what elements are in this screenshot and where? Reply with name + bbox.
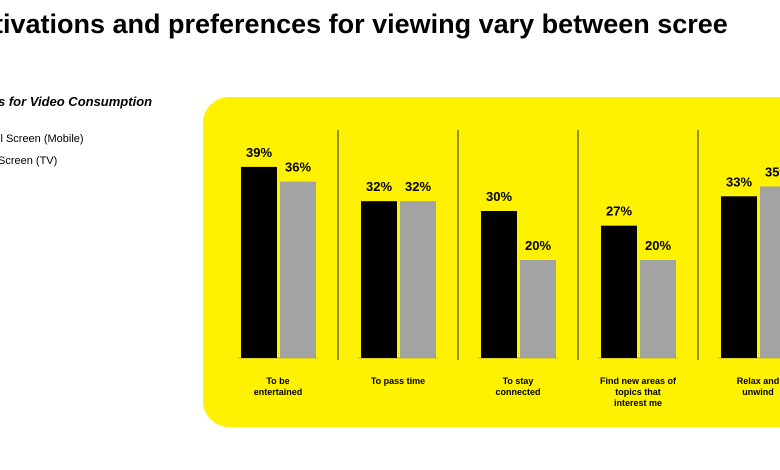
legend-label: Screen (TV)	[0, 155, 57, 167]
bar	[400, 201, 436, 358]
legend-label: ll Screen (Mobile)	[0, 133, 84, 145]
x-tick-label: To pass time	[370, 376, 426, 386]
value-label: 32%	[405, 179, 431, 194]
value-label: 36%	[285, 160, 311, 175]
bar	[760, 186, 780, 358]
x-tick-label: Relax and unwind	[736, 376, 780, 397]
bar	[361, 201, 397, 358]
chart-title: tivations and preferences for viewing va…	[0, 9, 728, 39]
x-tick-label: To be entertained	[253, 376, 303, 397]
bar	[520, 260, 556, 358]
value-label: 20%	[525, 238, 551, 253]
value-label: 32%	[366, 179, 392, 194]
x-tick-label: To stay connected	[495, 376, 541, 397]
value-label: 35%	[765, 165, 780, 180]
legend-title: s for Video Consumption	[0, 94, 152, 109]
value-label: 33%	[726, 174, 752, 189]
bar	[601, 225, 637, 358]
bar	[721, 196, 757, 358]
x-tick-label: Find new areas of topics that interest m…	[599, 376, 677, 408]
bar	[481, 211, 517, 358]
value-label: 39%	[246, 145, 272, 160]
bar	[241, 166, 277, 358]
value-label: 20%	[645, 238, 671, 253]
bar	[640, 260, 676, 358]
value-label: 30%	[486, 189, 512, 204]
value-label: 27%	[606, 204, 632, 219]
bar	[280, 181, 316, 358]
